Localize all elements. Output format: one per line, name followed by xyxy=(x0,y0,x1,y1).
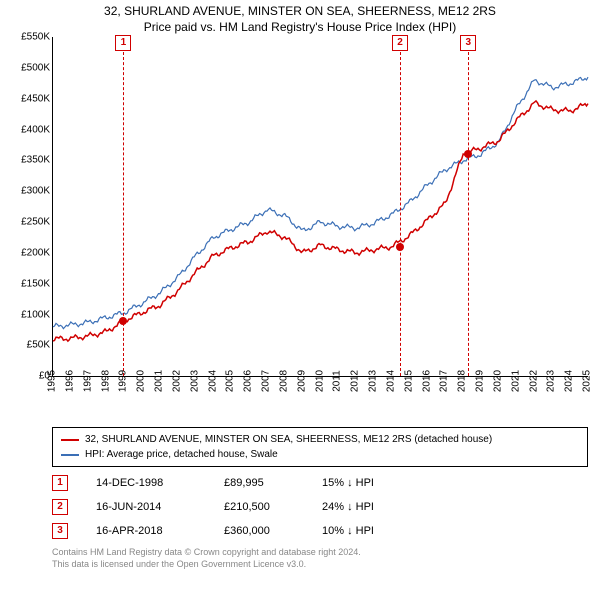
event-row-price: £360,000 xyxy=(224,525,294,537)
event-row-date: 14-DEC-1998 xyxy=(96,477,196,489)
event-row-badge: 1 xyxy=(52,475,68,491)
x-axis: 1995199619971998199920002001200220032004… xyxy=(52,377,588,417)
x-tick-label: 2025 xyxy=(582,370,593,392)
footnote: Contains HM Land Registry data © Crown c… xyxy=(52,547,588,570)
sale-marker xyxy=(464,150,472,158)
y-axis: £0£50K£100K£150K£200K£250K£300K£350K£400… xyxy=(6,37,52,377)
x-tick-label: 2024 xyxy=(564,370,575,392)
y-tick-label: £200K xyxy=(21,247,50,258)
event-row-badge: 2 xyxy=(52,499,68,515)
x-tick-label: 2021 xyxy=(510,370,521,392)
y-tick-label: £300K xyxy=(21,186,50,197)
x-tick-label: 2003 xyxy=(189,370,200,392)
legend-swatch xyxy=(61,439,79,441)
event-line xyxy=(123,37,124,376)
y-tick-label: £150K xyxy=(21,278,50,289)
x-tick-label: 2010 xyxy=(314,370,325,392)
event-line xyxy=(468,37,469,376)
footnote-line-1: Contains HM Land Registry data © Crown c… xyxy=(52,547,588,559)
x-tick-label: 2011 xyxy=(332,370,343,392)
x-tick-label: 2000 xyxy=(136,370,147,392)
event-row-diff: 10% ↓ HPI xyxy=(322,525,412,537)
event-row-date: 16-APR-2018 xyxy=(96,525,196,537)
event-line xyxy=(400,37,401,376)
y-tick-label: £350K xyxy=(21,155,50,166)
x-tick-label: 1997 xyxy=(82,370,93,392)
x-tick-label: 2022 xyxy=(528,370,539,392)
x-tick-label: 2013 xyxy=(368,370,379,392)
footnote-line-2: This data is licensed under the Open Gov… xyxy=(52,559,588,571)
x-tick-label: 2012 xyxy=(350,370,361,392)
plot-region: 1 2 3 xyxy=(52,37,588,377)
event-row: 1 14-DEC-1998 £89,995 15% ↓ HPI xyxy=(52,475,588,491)
event-row-date: 16-JUN-2014 xyxy=(96,501,196,513)
chart-title: 32, SHURLAND AVENUE, MINSTER ON SEA, SHE… xyxy=(6,4,594,35)
y-tick-label: £500K xyxy=(21,63,50,74)
x-tick-label: 1995 xyxy=(47,370,58,392)
event-badge: 2 xyxy=(392,35,408,51)
sale-marker xyxy=(119,317,127,325)
x-tick-label: 2017 xyxy=(439,370,450,392)
x-tick-label: 1996 xyxy=(64,370,75,392)
x-tick-label: 1999 xyxy=(118,370,129,392)
legend-swatch xyxy=(61,454,79,456)
legend-label: HPI: Average price, detached house, Swal… xyxy=(85,447,278,462)
x-tick-label: 1998 xyxy=(100,370,111,392)
x-tick-label: 2002 xyxy=(171,370,182,392)
y-tick-label: £50K xyxy=(27,340,50,351)
chart-container: 32, SHURLAND AVENUE, MINSTER ON SEA, SHE… xyxy=(0,0,600,577)
x-tick-label: 2014 xyxy=(385,370,396,392)
event-row: 3 16-APR-2018 £360,000 10% ↓ HPI xyxy=(52,523,588,539)
y-tick-label: £550K xyxy=(21,32,50,43)
x-tick-label: 2018 xyxy=(457,370,468,392)
y-tick-label: £250K xyxy=(21,217,50,228)
legend-row: 32, SHURLAND AVENUE, MINSTER ON SEA, SHE… xyxy=(61,432,579,447)
event-row-badge: 3 xyxy=(52,523,68,539)
plot-area: £0£50K£100K£150K£200K£250K£300K£350K£400… xyxy=(6,37,594,417)
legend-box: 32, SHURLAND AVENUE, MINSTER ON SEA, SHE… xyxy=(52,427,588,467)
series-svg xyxy=(53,37,588,376)
x-tick-label: 2007 xyxy=(261,370,272,392)
x-tick-label: 2016 xyxy=(421,370,432,392)
sale-marker xyxy=(396,243,404,251)
series-line-hpi xyxy=(53,77,588,329)
title-line-1: 32, SHURLAND AVENUE, MINSTER ON SEA, SHE… xyxy=(6,4,594,20)
event-row: 2 16-JUN-2014 £210,500 24% ↓ HPI xyxy=(52,499,588,515)
event-row-price: £210,500 xyxy=(224,501,294,513)
legend-row: HPI: Average price, detached house, Swal… xyxy=(61,447,579,462)
x-tick-label: 2006 xyxy=(243,370,254,392)
event-row-diff: 15% ↓ HPI xyxy=(322,477,412,489)
x-tick-label: 2005 xyxy=(225,370,236,392)
event-badge: 1 xyxy=(115,35,131,51)
event-badge: 3 xyxy=(460,35,476,51)
x-tick-label: 2008 xyxy=(278,370,289,392)
title-line-2: Price paid vs. HM Land Registry's House … xyxy=(6,20,594,36)
x-tick-label: 2001 xyxy=(154,370,165,392)
event-row-diff: 24% ↓ HPI xyxy=(322,501,412,513)
y-tick-label: £400K xyxy=(21,124,50,135)
x-tick-label: 2009 xyxy=(296,370,307,392)
event-row-price: £89,995 xyxy=(224,477,294,489)
events-table: 1 14-DEC-1998 £89,995 15% ↓ HPI 2 16-JUN-2014… xyxy=(52,475,588,539)
y-tick-label: £100K xyxy=(21,309,50,320)
x-tick-label: 2020 xyxy=(492,370,503,392)
y-tick-label: £450K xyxy=(21,93,50,104)
x-tick-label: 2023 xyxy=(546,370,557,392)
x-tick-label: 2015 xyxy=(403,370,414,392)
x-tick-label: 2019 xyxy=(475,370,486,392)
x-tick-label: 2004 xyxy=(207,370,218,392)
legend-label: 32, SHURLAND AVENUE, MINSTER ON SEA, SHE… xyxy=(85,432,492,447)
